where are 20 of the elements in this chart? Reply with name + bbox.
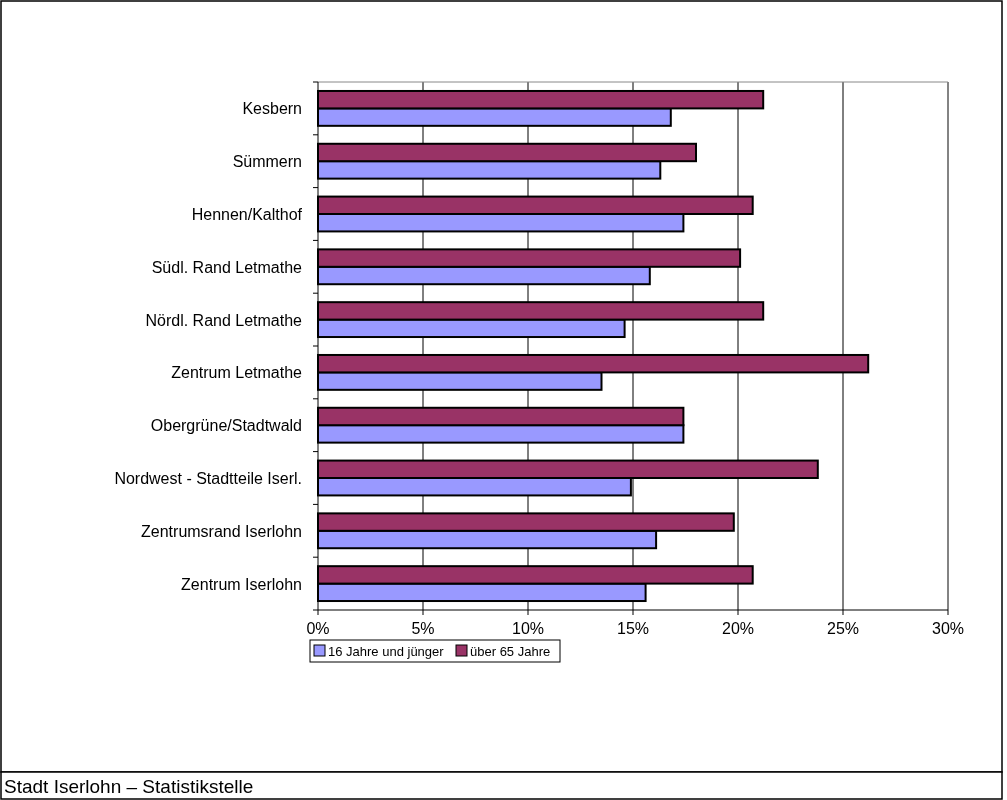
x-tick-label: 15% (616, 620, 650, 637)
y-tick-label: Zentrum Letmathe (171, 364, 303, 382)
y-tick-label: Kesbern (242, 100, 302, 118)
y-tick-label: Nordwest - Stadtteile Iserl. (114, 470, 302, 487)
y-tick-label: Nördl. Rand Letmathe (145, 311, 303, 329)
x-tick-label: 5% (411, 620, 435, 637)
y-tick-label: Zentrumsrand Iserlohn (141, 522, 302, 540)
x-tick-label: 20% (721, 620, 755, 637)
y-tick-label: Obergrüne/Stadtwald (150, 417, 302, 435)
y-tick-label: Zentrum Iserlohn (181, 575, 302, 593)
text: Stadt Iserlohn – Statistikstelle (4, 776, 254, 797)
x-tick-label: 25% (826, 620, 860, 637)
y-tick-label: Hennen/Kalthof (191, 206, 303, 223)
legend-label: 16 Jahre und jünger (328, 644, 445, 659)
x-tick-label: 10% (511, 620, 545, 637)
x-tick-label: 30% (931, 620, 965, 637)
y-tick-label: Südl. Rand Letmathe (151, 258, 303, 276)
y-tick-label: Sümmern (232, 153, 302, 171)
x-tick-label: 0% (306, 620, 330, 637)
legend-label: über 65 Jahre (470, 644, 551, 659)
